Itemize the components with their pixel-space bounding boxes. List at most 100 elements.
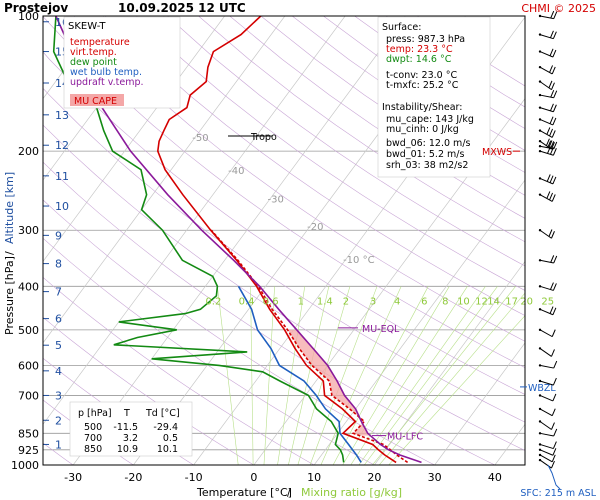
table-row-700-p: 700: [84, 433, 102, 444]
wind-barb-flag: [551, 82, 555, 90]
wind-barb-flag: [552, 148, 557, 156]
mu-eql-label: MU-EQL: [362, 324, 400, 335]
wind-barb-shaft: [539, 130, 553, 138]
wind-barb-shaft: [539, 449, 554, 456]
legend-item-dew-point: dew point: [70, 57, 117, 68]
wind-barb-dot: [538, 139, 542, 143]
wind-barb-shaft: [539, 259, 554, 264]
mixing-ratio-label: 6: [421, 296, 427, 307]
wind-barb-dot: [538, 407, 542, 411]
legend-item-wet-bulb: wet bulb temp.: [70, 67, 142, 78]
altitude-tick-4: 4: [55, 365, 62, 378]
wind-barb: [538, 428, 558, 437]
altitude-tick-5: 5: [55, 339, 62, 352]
wind-barb-flag: [550, 141, 555, 149]
wind-barb-dot: [538, 193, 542, 196]
wind-barb-flag: [551, 422, 555, 430]
pressure-tick-850: 850: [18, 427, 39, 440]
wind-barb-flag: [548, 140, 553, 148]
wind-barb-flag: [551, 329, 556, 337]
isotherm-label: -50: [192, 133, 208, 144]
table-row-700-t: 3.2: [123, 433, 138, 444]
helicity-srh03: srh_03: 38 m2/s2: [386, 160, 468, 171]
mixing-ratio-line: [277, 286, 306, 465]
wind-barb-flag: [549, 192, 554, 201]
mixing-ratio-line: [250, 286, 254, 465]
dry-adiabat: [43, 276, 315, 465]
mixing-ratio-line: [288, 286, 330, 465]
wind-barb-flag: [553, 11, 558, 19]
tropopause-label: Tropo: [250, 132, 277, 143]
pressure-tick-700: 700: [18, 389, 39, 402]
legend-item-temperature: temperature: [70, 37, 130, 48]
wind-barb-dot: [538, 347, 542, 350]
wind-barb-shaft: [539, 51, 554, 58]
wind-barb: [538, 174, 557, 185]
altitude-tick-8: 8: [55, 258, 62, 271]
instability-mucape: mu_cape: 143 J/kg: [386, 114, 474, 125]
wind-barb-flag: [553, 90, 558, 98]
y-axis-title-pressure: Pressure [hPa]: [3, 256, 16, 335]
wind-barb-shaft: [539, 140, 552, 150]
wind-barb-flag: [553, 255, 558, 264]
station-title: Prostejov: [4, 1, 68, 15]
legend-item-updraft: updraft v.temp.: [70, 77, 144, 88]
datetime-title: 10.09.2025 12 UTC: [118, 1, 246, 15]
dry-adiabat: [43, 124, 525, 451]
wind-barb-dot: [538, 448, 542, 451]
isotherm--40: [43, 16, 346, 425]
wind-barb-dot: [538, 145, 542, 148]
legend: SKEW-T temperature virt.temp. dew point …: [63, 16, 181, 109]
wind-barb-flag: [551, 130, 556, 138]
wind-barb-flag: [552, 176, 557, 185]
temperature-tick-10: 10: [307, 471, 321, 484]
copyright: CHMI © 2025: [521, 2, 596, 15]
wind-barb-shaft: [539, 177, 554, 185]
wind-barb: [538, 377, 557, 386]
altitude-tick-2: 2: [55, 414, 62, 427]
table-row-500-p: 500: [84, 422, 102, 433]
isotherm-0: [253, 98, 525, 465]
wind-barb-dot: [538, 14, 542, 18]
wind-barb-flag: [548, 229, 553, 237]
mixing-ratio-label: 10: [457, 296, 470, 307]
surface-dwpt: dwpt: 14.6 °C: [386, 54, 452, 65]
mixing-ratio-label: 4: [394, 296, 400, 307]
table-header-p: p [hPa]: [78, 408, 112, 419]
isotherm-label: -40: [228, 166, 244, 177]
wind-barb-dot: [538, 106, 542, 109]
wind-barb-flag: [550, 89, 555, 98]
table-header-td: Td [°C]: [145, 408, 180, 419]
mixing-ratio-label: 0.6: [263, 296, 279, 307]
wind-barb-shaft: [539, 329, 553, 338]
wind-barb-flag: [545, 138, 550, 146]
wind-barb-flag: [551, 231, 555, 239]
dry-adiabat: [198, 16, 525, 243]
table-row-700-td: 0.5: [163, 433, 178, 444]
wind-barb-flag: [550, 255, 555, 263]
wind-barb-shaft: [539, 15, 554, 20]
wind-barb: [538, 103, 557, 113]
wind-barb: [538, 448, 557, 456]
wind-barb-dot: [538, 118, 542, 121]
mixing-ratio-label: 1.4: [317, 296, 333, 307]
wind-barb-shaft: [539, 66, 553, 75]
wind-barb-dot: [538, 93, 542, 97]
wind-barb-shaft: [539, 229, 552, 239]
wind-barb: [538, 420, 555, 430]
wind-barb-flag: [551, 408, 556, 416]
mixing-ratio-label: 3: [370, 296, 376, 307]
wind-barb-dot: [538, 432, 542, 435]
wind-barb-shaft: [539, 348, 552, 357]
wind-barb-shaft: [539, 94, 554, 99]
wind-barb-flag: [549, 65, 554, 73]
wind-barb: [538, 255, 558, 264]
wind-barb-dot: [538, 50, 542, 53]
wind-barb-dot: [538, 285, 542, 288]
y-axis-title-altitude: Altitude [km]: [3, 172, 16, 244]
dry-adiabat: [229, 16, 525, 219]
wind-barb: [538, 328, 556, 338]
mixing-ratio-line: [378, 292, 525, 465]
legend-title: SKEW-T: [68, 21, 106, 32]
wind-barb: [538, 393, 557, 402]
